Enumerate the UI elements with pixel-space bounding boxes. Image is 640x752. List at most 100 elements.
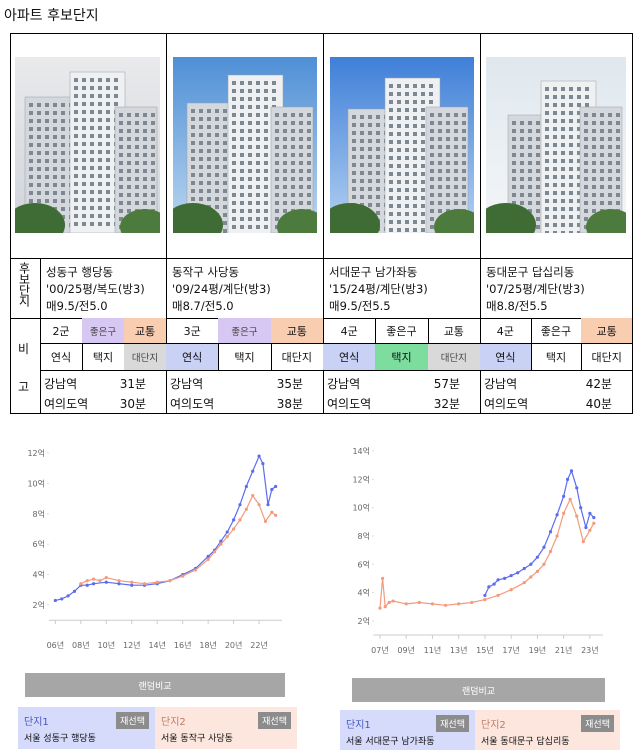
window	[61, 191, 65, 195]
window	[561, 127, 565, 131]
data-point	[263, 519, 268, 523]
window	[421, 204, 425, 208]
window	[360, 195, 364, 199]
data-point	[529, 575, 533, 579]
window	[536, 201, 540, 205]
window	[272, 89, 276, 93]
window	[191, 125, 195, 129]
window	[405, 108, 409, 112]
window	[143, 113, 147, 117]
data-point	[274, 484, 278, 489]
window	[545, 199, 549, 203]
window	[405, 84, 409, 88]
window	[561, 119, 565, 123]
window	[569, 223, 573, 227]
window	[61, 111, 65, 115]
window	[446, 201, 450, 205]
window	[352, 171, 356, 175]
window	[405, 156, 409, 160]
window	[29, 151, 33, 155]
window	[114, 94, 118, 98]
data-point	[193, 568, 198, 572]
window	[307, 121, 311, 125]
reselect-button[interactable]: 재선택	[258, 712, 291, 729]
data-point	[529, 562, 533, 566]
window	[45, 199, 49, 203]
window	[376, 203, 380, 207]
data-point	[257, 454, 261, 458]
window	[143, 169, 147, 173]
window	[307, 185, 311, 189]
window	[74, 102, 78, 106]
data-point	[535, 569, 539, 573]
window	[45, 143, 49, 147]
window	[299, 185, 303, 189]
window	[454, 169, 458, 173]
window	[106, 78, 110, 82]
window	[360, 155, 364, 159]
window	[37, 191, 41, 195]
data-point	[483, 598, 487, 602]
window	[520, 137, 524, 141]
window	[600, 121, 604, 125]
reselect-button[interactable]: 재선택	[581, 715, 614, 732]
window	[191, 181, 195, 185]
window	[446, 145, 450, 149]
window	[430, 209, 434, 213]
reselect-button[interactable]: 재선택	[436, 715, 469, 732]
window	[45, 127, 49, 131]
window	[151, 169, 155, 173]
window	[577, 175, 581, 179]
reselect-button[interactable]: 재선택	[116, 712, 149, 729]
window	[240, 153, 244, 157]
compare-button[interactable]: 랜덤비교	[25, 673, 285, 697]
window	[577, 215, 581, 219]
data-point	[516, 571, 520, 575]
window	[413, 148, 417, 152]
tag-cell: 택지	[530, 344, 583, 371]
window	[90, 110, 94, 114]
window	[215, 165, 219, 169]
window	[553, 223, 557, 227]
data-point	[522, 566, 526, 571]
data-point	[91, 582, 96, 586]
data-point	[575, 514, 579, 518]
window	[438, 113, 442, 117]
window	[215, 205, 219, 209]
window	[368, 195, 372, 199]
window	[405, 220, 409, 224]
window	[106, 110, 110, 114]
window	[608, 169, 612, 173]
window	[352, 139, 356, 143]
window	[360, 123, 364, 127]
window	[413, 220, 417, 224]
window	[584, 177, 588, 181]
compare-button[interactable]: 랜덤비교	[352, 678, 605, 702]
window	[299, 161, 303, 165]
window	[264, 81, 268, 85]
window	[536, 145, 540, 149]
window	[82, 166, 86, 170]
window	[98, 102, 102, 106]
window	[368, 203, 372, 207]
legend-name: 단지1	[346, 720, 371, 731]
window	[207, 189, 211, 193]
window	[106, 214, 110, 218]
window	[275, 137, 279, 141]
window	[397, 228, 401, 232]
window	[256, 153, 260, 157]
data-point	[130, 580, 134, 584]
data-point	[91, 577, 96, 581]
window	[275, 169, 279, 173]
window	[438, 201, 442, 205]
legend-box: 단지1 서울 성동구 행당동 재선택	[18, 707, 155, 749]
data-point	[232, 518, 236, 522]
data-point	[219, 539, 223, 543]
window	[37, 167, 41, 171]
window	[275, 121, 279, 125]
trees	[15, 203, 65, 233]
trees	[173, 203, 223, 233]
window	[553, 103, 557, 107]
window	[577, 127, 581, 131]
legend-name: 단지2	[481, 720, 506, 731]
